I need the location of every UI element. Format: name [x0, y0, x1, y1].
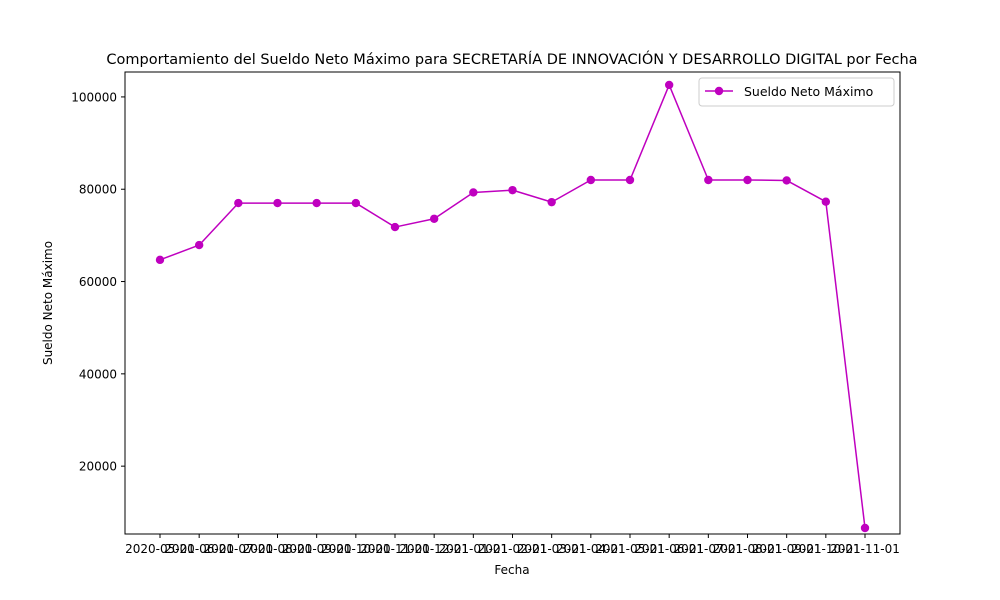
x-tick-label: 2021-02-01	[478, 542, 548, 556]
x-tick-label: 2020-12-01	[399, 542, 469, 556]
x-tick-label: 2021-10-01	[791, 542, 861, 556]
series-layer	[155, 80, 870, 533]
x-tick-label: 2021-09-01	[752, 542, 822, 556]
y-tick-label: 80000	[79, 183, 117, 197]
x-tick-label: 2021-11-01	[830, 542, 900, 556]
data-point	[194, 240, 204, 250]
data-point	[234, 198, 243, 208]
data-point	[351, 198, 361, 208]
y-tick-label: 100000	[71, 90, 117, 104]
data-point	[860, 523, 870, 533]
x-tick-label: 2021-08-01	[713, 542, 783, 556]
data-point	[782, 176, 791, 185]
x-tick-label: 2020-07-01	[203, 542, 273, 556]
x-tick-label: 2021-06-01	[634, 542, 704, 556]
data-point	[586, 175, 596, 185]
x-axis-title: Fecha	[494, 563, 529, 577]
data-point	[312, 198, 321, 208]
x-tick-label: 2020-08-01	[243, 542, 313, 556]
plot-area	[124, 71, 901, 535]
chart-title: Comportamiento del Sueldo Neto Máximo pa…	[106, 50, 917, 68]
data-point	[155, 255, 165, 265]
legend-point-marker	[714, 86, 724, 96]
legend: Sueldo Neto Máximo	[698, 77, 895, 107]
data-point	[821, 197, 831, 206]
y-axis-title: Sueldo Neto Máximo	[41, 241, 55, 365]
data-point	[508, 185, 517, 195]
x-tick-label: 2020-06-01	[164, 542, 234, 556]
x-tick-label: 2021-01-01	[438, 542, 508, 556]
data-point	[743, 175, 752, 185]
x-axis: 2020-05-012020-06-012020-07-012020-08-01…	[125, 534, 900, 556]
y-tick-label: 40000	[79, 367, 117, 381]
data-point	[429, 214, 439, 223]
x-tick-label: 2020-05-01	[125, 542, 195, 556]
x-tick-label: 2020-11-01	[360, 542, 430, 556]
y-tick-label: 20000	[79, 460, 117, 474]
data-point	[625, 175, 635, 185]
series-line	[159, 84, 866, 529]
x-tick-label: 2020-10-01	[321, 542, 391, 556]
data-point	[273, 198, 282, 208]
x-tick-label: 2021-05-01	[595, 542, 665, 556]
data-point	[390, 222, 400, 232]
legend-label: Sueldo Neto Máximo	[744, 84, 873, 99]
legend-frame	[698, 77, 895, 107]
x-tick-label: 2021-07-01	[673, 542, 743, 556]
x-tick-label: 2021-03-01	[517, 542, 587, 556]
data-point	[664, 80, 674, 90]
y-tick-label: 60000	[79, 275, 117, 289]
data-point	[469, 188, 478, 197]
x-tick-label: 2020-09-01	[282, 542, 352, 556]
data-point	[704, 175, 713, 185]
x-tick-label: 2021-04-01	[556, 542, 626, 556]
y-axis: 20000 40000 60000 80000 100000	[71, 90, 125, 474]
data-point	[547, 197, 556, 207]
